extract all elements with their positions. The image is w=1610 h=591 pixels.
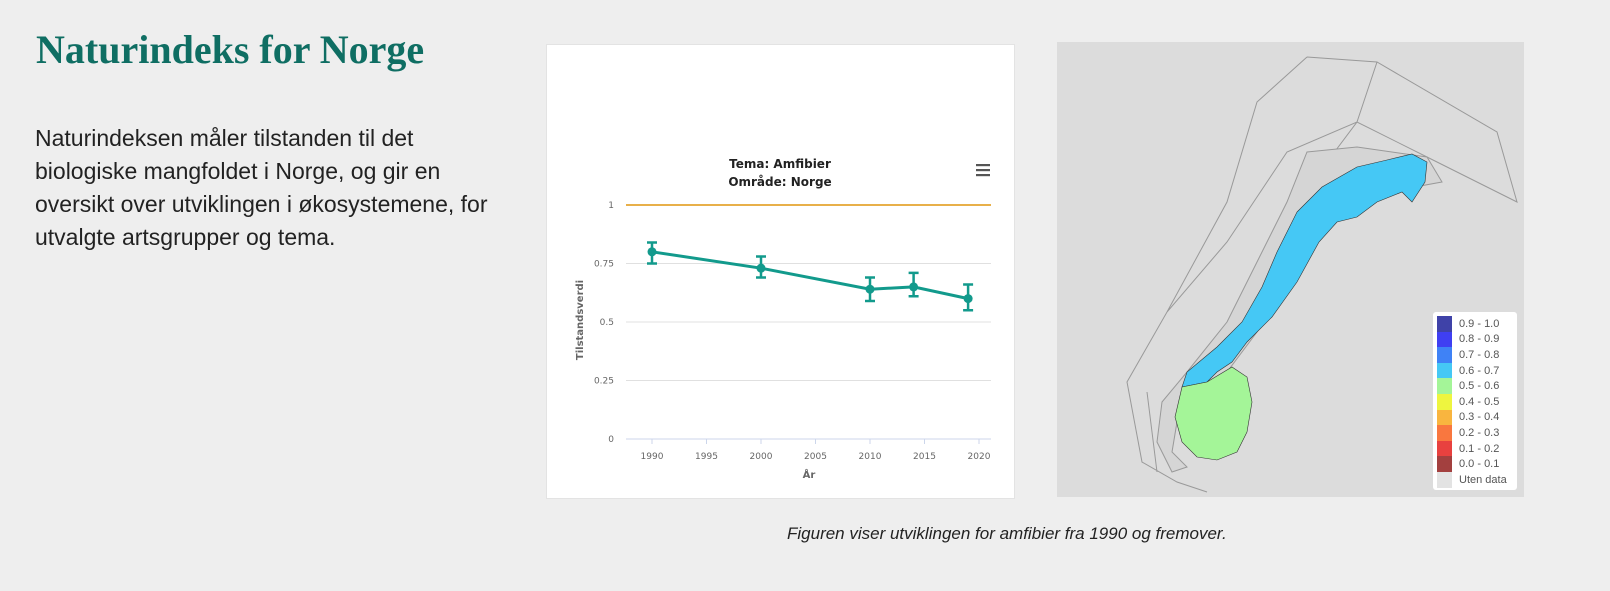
legend-label: 0.6 - 0.7: [1459, 364, 1500, 377]
legend-label: 0.1 - 0.2: [1459, 442, 1500, 455]
legend-label: 0.8 - 0.9: [1459, 333, 1500, 346]
chart-title: Tema: Amfibier: [729, 157, 831, 171]
legend-label: 0.0 - 0.1: [1459, 458, 1500, 471]
map-legend: 0.9 - 1.0 0.8 - 0.9 0.7 - 0.8 0.6 - 0.7 0.5 …: [1433, 312, 1517, 490]
x-tick-label: 2015: [913, 452, 936, 462]
legend-swatch: [1437, 456, 1452, 472]
data-point: [909, 282, 919, 292]
legend-swatch: [1437, 393, 1452, 410]
x-tick-label: 2020: [968, 452, 991, 462]
chart-panel: Tema: Amfibier Område: Norge Tilstandsve…: [546, 44, 1015, 499]
y-tick-label: 0: [608, 435, 614, 445]
legend-label: 0.2 - 0.3: [1459, 426, 1500, 439]
legend-swatch: [1437, 471, 1452, 488]
legend-item: Uten data: [1437, 471, 1517, 488]
map-panel: 0.9 - 1.0 0.8 - 0.9 0.7 - 0.8 0.6 - 0.7 0.5 …: [1057, 42, 1524, 497]
legend-item: 0.0 - 0.1: [1437, 456, 1517, 472]
legend-label: 0.5 - 0.6: [1459, 380, 1500, 393]
legend-label: Uten data: [1459, 473, 1507, 486]
legend-swatch: [1437, 362, 1452, 379]
y-axis-label: Tilstandsverdi: [575, 280, 586, 360]
legend-item: 0.1 - 0.2: [1437, 440, 1517, 457]
legend-swatch: [1437, 378, 1452, 394]
intro-text: Naturindeksen måler tilstanden til det b…: [35, 125, 488, 250]
legend-label: 0.9 - 1.0: [1459, 317, 1500, 330]
region-north: [1181, 153, 1428, 388]
norway-map: [1126, 56, 1518, 493]
region-south: [1174, 366, 1253, 461]
legend-swatch: [1437, 440, 1452, 457]
chart-subtitle: Område: Norge: [728, 175, 831, 189]
series-line: [651, 250, 969, 301]
legend-label: 0.4 - 0.5: [1459, 395, 1500, 408]
legend-item: 0.9 - 1.0: [1437, 316, 1517, 332]
data-point: [865, 284, 875, 294]
legend-item: 0.3 - 0.4: [1437, 409, 1517, 426]
legend-swatch: [1437, 331, 1452, 348]
y-tick-label: 0.5: [600, 318, 614, 328]
legend-item: 0.4 - 0.5: [1437, 393, 1517, 410]
y-tick-label: 1: [608, 201, 614, 211]
legend-item: 0.8 - 0.9: [1437, 331, 1517, 348]
line-chart: Tema: Amfibier Område: Norge Tilstandsve…: [575, 157, 991, 481]
figure-caption: Figuren viser utviklingen for amfibier f…: [787, 524, 1227, 543]
data-point: [963, 294, 973, 304]
legend-swatch: [1437, 425, 1452, 441]
legend-item: 0.2 - 0.3: [1437, 425, 1517, 441]
x-tick-label: 1995: [695, 452, 718, 462]
map-boundary-lines: [1126, 56, 1518, 493]
data-point: [647, 247, 657, 257]
x-tick-label: 2000: [750, 452, 773, 462]
legend-swatch: [1437, 347, 1452, 363]
page-title: Naturindeks for Norge: [36, 27, 425, 72]
y-tick-label: 0.75: [594, 260, 614, 270]
legend-label: 0.3 - 0.4: [1459, 411, 1500, 424]
x-tick-label: 1990: [641, 452, 664, 462]
y-tick-label: 0.25: [594, 377, 614, 387]
x-tick-label: 2010: [859, 452, 882, 462]
legend-swatch: [1437, 316, 1452, 332]
legend-item: 0.7 - 0.8: [1437, 347, 1517, 363]
legend-swatch: [1437, 409, 1452, 426]
hamburger-icon[interactable]: [976, 164, 990, 177]
x-tick-label: 2005: [804, 452, 827, 462]
legend-label: 0.7 - 0.8: [1459, 348, 1500, 361]
legend-item: 0.6 - 0.7: [1437, 362, 1517, 379]
legend-item: 0.5 - 0.6: [1437, 378, 1517, 394]
data-point: [756, 263, 766, 273]
x-axis-label: År: [803, 468, 816, 481]
